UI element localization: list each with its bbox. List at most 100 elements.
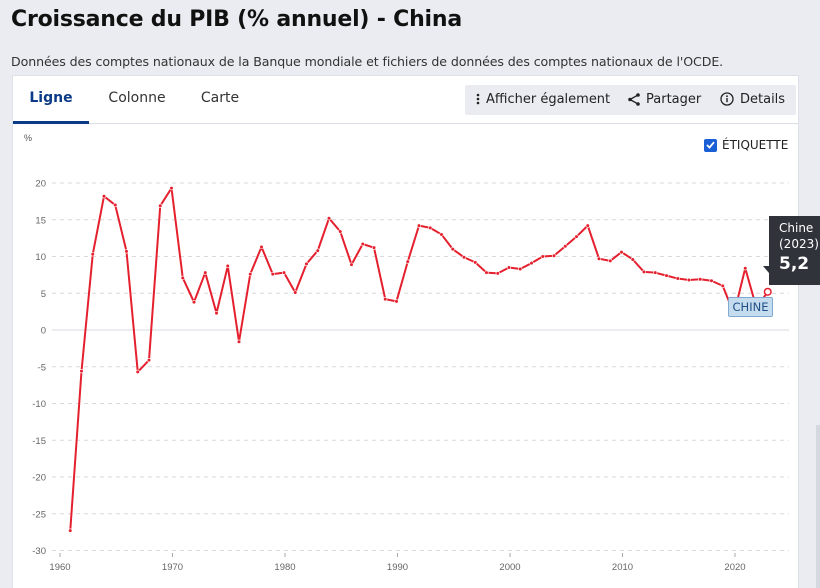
data-point[interactable]: [416, 223, 422, 228]
data-point[interactable]: [574, 234, 579, 239]
data-point[interactable]: [248, 272, 253, 277]
data-point[interactable]: [259, 244, 264, 250]
y-tick-label: 5: [41, 289, 46, 300]
data-point[interactable]: [675, 276, 680, 281]
y-axis-unit: %: [24, 133, 32, 143]
data-point[interactable]: [304, 261, 309, 266]
data-tooltip: Chine (2023) 5,2: [769, 216, 820, 285]
data-point[interactable]: [529, 261, 534, 266]
data-point[interactable]: [326, 216, 332, 221]
also-show-button[interactable]: Afficher également: [465, 85, 622, 115]
y-tick-label: 10: [35, 252, 46, 263]
data-point[interactable]: [169, 186, 174, 191]
data-point[interactable]: [495, 271, 500, 276]
data-point[interactable]: [236, 339, 242, 344]
y-tick-label: -25: [32, 509, 46, 520]
scrollbar[interactable]: [816, 425, 820, 588]
data-point[interactable]: [630, 257, 635, 262]
data-point[interactable]: [101, 194, 107, 199]
label-toggle[interactable]: ÉTIQUETTE: [704, 138, 788, 152]
data-point[interactable]: [349, 262, 354, 267]
y-tick-label: -15: [32, 436, 46, 447]
data-point[interactable]: [484, 270, 489, 275]
data-point[interactable]: [653, 270, 658, 275]
data-point[interactable]: [158, 203, 163, 208]
data-point[interactable]: [743, 266, 748, 271]
data-point[interactable]: [405, 259, 410, 264]
data-point[interactable]: [383, 297, 388, 302]
data-point[interactable]: [540, 254, 545, 259]
data-point[interactable]: [225, 263, 230, 269]
data-point[interactable]: [270, 272, 275, 277]
x-tick-label: 1970: [162, 562, 183, 573]
data-point[interactable]: [641, 269, 647, 275]
data-point[interactable]: [371, 245, 377, 250]
y-tick-label: 15: [35, 215, 46, 226]
info-icon: [720, 92, 734, 106]
data-point[interactable]: [619, 249, 624, 255]
data-point[interactable]: [439, 232, 444, 237]
data-point[interactable]: [113, 202, 118, 208]
y-tick-label: -20: [32, 473, 46, 484]
x-tick-label: 1980: [274, 562, 295, 573]
data-point[interactable]: [585, 223, 590, 228]
data-point[interactable]: [146, 358, 152, 363]
y-tick-label: 20: [35, 179, 46, 190]
checkbox-checked-icon[interactable]: [704, 138, 717, 152]
data-point[interactable]: [698, 277, 703, 282]
chart-panel: Ligne Colonne Carte Afficher également P…: [12, 75, 799, 588]
chart-tabbar: Ligne Colonne Carte Afficher également P…: [13, 76, 798, 124]
y-tick-label: -5: [38, 362, 46, 373]
data-point[interactable]: [203, 270, 208, 275]
data-point[interactable]: [596, 256, 602, 261]
share-icon: [628, 93, 640, 106]
data-point[interactable]: [90, 252, 95, 257]
details-button[interactable]: Details: [709, 85, 797, 115]
data-point[interactable]: [293, 290, 298, 295]
data-point[interactable]: [686, 277, 692, 283]
data-point[interactable]: [79, 369, 84, 374]
tooltip-country: Chine: [779, 221, 814, 235]
data-point[interactable]: [124, 249, 129, 254]
tab-column[interactable]: Colonne: [108, 90, 166, 106]
data-point[interactable]: [394, 299, 399, 304]
tooltip-value: 5,2: [779, 254, 810, 274]
data-point[interactable]: [506, 265, 512, 270]
data-point[interactable]: [763, 287, 772, 296]
data-point[interactable]: [214, 310, 219, 316]
tab-line[interactable]: Ligne: [13, 76, 89, 124]
data-point[interactable]: [563, 244, 568, 249]
data-point[interactable]: [720, 283, 725, 289]
tooltip-year: (2023): [779, 237, 819, 251]
data-point[interactable]: [281, 270, 287, 275]
data-point[interactable]: [68, 528, 73, 533]
x-tick-label: 2000: [499, 562, 520, 573]
data-point[interactable]: [315, 248, 320, 253]
y-tick-label: 0: [41, 326, 46, 337]
data-point[interactable]: [338, 229, 343, 234]
page-title: Croissance du PIB (% annuel) - China: [11, 7, 462, 32]
data-point[interactable]: [518, 266, 523, 272]
data-point[interactable]: [551, 253, 557, 258]
series-line: [69, 187, 769, 531]
data-point[interactable]: [473, 260, 478, 265]
data-point[interactable]: [608, 258, 613, 264]
tab-map[interactable]: Carte: [200, 90, 240, 106]
data-point[interactable]: [135, 369, 140, 374]
data-point[interactable]: [180, 275, 185, 280]
details-label: Details: [740, 92, 786, 107]
series-label-chine[interactable]: CHINE: [728, 297, 773, 317]
data-point[interactable]: [461, 255, 467, 260]
data-point[interactable]: [360, 241, 365, 247]
data-point[interactable]: [191, 299, 197, 305]
data-point[interactable]: [450, 247, 455, 252]
y-tick-label: -30: [32, 546, 46, 557]
y-tick-label: -10: [32, 399, 46, 410]
share-label: Partager: [646, 92, 702, 107]
data-point[interactable]: [709, 278, 714, 283]
more-vertical-icon: [476, 93, 480, 105]
share-button[interactable]: Partager: [617, 85, 713, 115]
x-tick-label: 2020: [724, 562, 745, 573]
data-point[interactable]: [664, 273, 669, 278]
data-point[interactable]: [428, 225, 433, 230]
